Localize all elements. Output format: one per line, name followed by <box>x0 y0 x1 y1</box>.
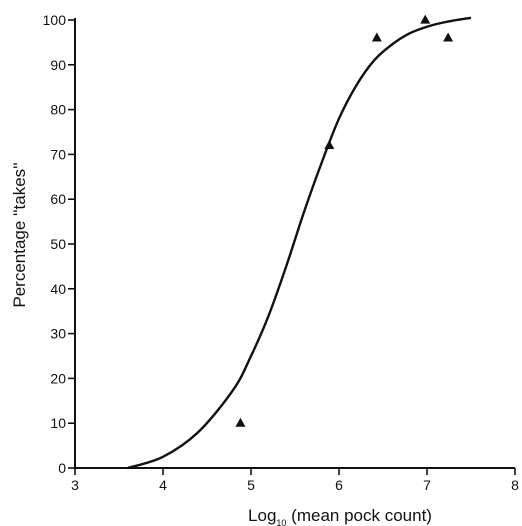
y-tick-label: 80 <box>50 102 66 118</box>
x-axis-title-prefix: Log <box>248 506 276 525</box>
x-tick-label: 6 <box>335 477 343 493</box>
data-point-triangle <box>235 417 246 427</box>
data-point-triangle <box>420 14 431 24</box>
data-points <box>235 14 454 427</box>
y-tick-label: 70 <box>50 146 66 162</box>
x-tick-label: 5 <box>247 477 255 493</box>
y-tick-label: 30 <box>50 326 66 342</box>
data-point-triangle <box>443 32 454 42</box>
y-tick-label: 100 <box>43 12 67 28</box>
y-tick-label: 90 <box>50 57 66 73</box>
fitted-curve <box>127 16 472 470</box>
x-axis-title-subscript: 10 <box>276 518 286 526</box>
x-axis-title: Log10 (mean pock count) <box>248 506 432 526</box>
y-tick-label: 50 <box>50 236 66 252</box>
x-tick-label: 7 <box>423 477 431 493</box>
y-ticks: 0 10 20 30 40 50 60 70 80 90 100 <box>43 12 75 476</box>
x-ticks: 3 4 5 6 7 8 <box>71 468 519 493</box>
y-axis-title: Percentage ''takes'' <box>10 162 29 307</box>
x-axis-title-rest: (mean pock count) <box>286 506 432 525</box>
data-point-triangle <box>371 32 382 42</box>
y-tick-label: 60 <box>50 191 66 207</box>
y-tick-label: 40 <box>50 281 66 297</box>
y-tick-label: 10 <box>50 415 66 431</box>
data-point-triangle <box>324 140 335 150</box>
x-tick-label: 8 <box>511 477 519 493</box>
y-tick-label: 20 <box>50 370 66 386</box>
x-tick-label: 3 <box>71 477 79 493</box>
y-tick-label: 0 <box>58 460 66 476</box>
x-tick-label: 4 <box>159 477 167 493</box>
